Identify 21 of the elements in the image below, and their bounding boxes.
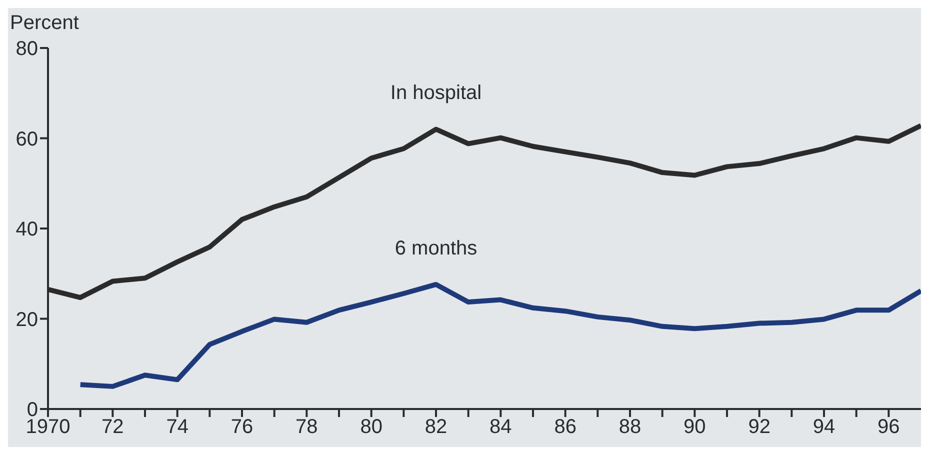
- x-tick-label: 94: [812, 416, 836, 438]
- x-tick-label: 74: [166, 416, 188, 438]
- y-tick-label: 60: [16, 128, 38, 150]
- x-tick-label: 78: [296, 416, 318, 438]
- series-label: 6 months: [394, 237, 478, 260]
- y-axis-title: Percent: [10, 12, 79, 35]
- x-tick-label: 88: [618, 416, 642, 438]
- series-label: In hospital: [390, 82, 482, 104]
- y-tick-label: 40: [16, 218, 38, 241]
- x-tick-label: 90: [684, 416, 706, 438]
- x-tick-label: 80: [360, 416, 382, 438]
- x-tick-label: 96: [878, 416, 900, 438]
- y-tick-label: 20: [16, 308, 38, 331]
- x-tick-label: 84: [490, 416, 512, 438]
- y-tick-label: 80: [16, 38, 38, 60]
- x-tick-label: 92: [748, 416, 770, 438]
- x-tick-label: 86: [554, 416, 576, 438]
- x-tick-label: 82: [424, 416, 448, 438]
- x-tick-label: 72: [102, 416, 124, 438]
- x-tick-label: 1970: [26, 416, 70, 438]
- x-tick-label: 76: [230, 416, 254, 438]
